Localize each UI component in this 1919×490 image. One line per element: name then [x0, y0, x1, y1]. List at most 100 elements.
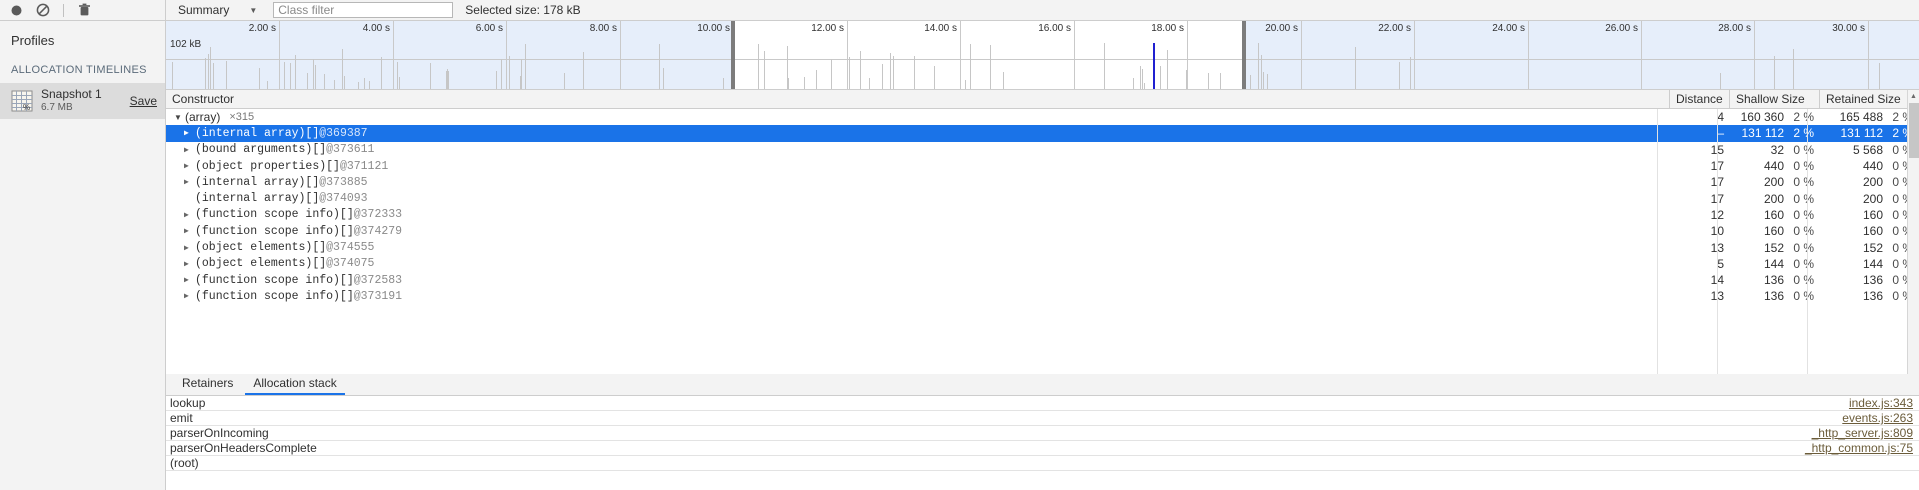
expand-triangle-icon[interactable]: ▶: [184, 210, 189, 220]
view-mode-label: Summary: [178, 3, 230, 17]
toolbar-divider: [63, 3, 64, 17]
table-row[interactable]: ▶ (internal array)[] @373885 17 200 0 % 200 0 …: [166, 174, 1919, 190]
table-row[interactable]: ▼ (array) ×315 4 160 360 2 % 165 488 2 %: [166, 109, 1919, 125]
allocation-stack-row[interactable]: emit events.js:263: [166, 411, 1919, 426]
timeline-gridline: [960, 21, 961, 89]
allocation-stack-row[interactable]: (root): [166, 456, 1919, 471]
timeline-tick-label: 26.00 s: [1605, 23, 1638, 34]
expand-triangle-icon[interactable]: ▶: [184, 162, 189, 172]
stack-source-link[interactable]: index.js:343: [1848, 396, 1913, 410]
expand-triangle-icon[interactable]: ▶: [184, 145, 189, 155]
allocation-bar: [804, 76, 805, 89]
timeline-tick-label: 10.00 s: [697, 23, 730, 34]
scrollbar-thumb[interactable]: [1909, 103, 1919, 158]
tab-retainers[interactable]: Retainers: [182, 376, 234, 390]
object-id: @371121: [339, 159, 389, 173]
bottom-drawer: Retainers Allocation stack lookup index.js…: [0, 374, 1919, 490]
cell-distance: 4: [1670, 110, 1730, 124]
table-row[interactable]: ▶ (function scope info)[] @372333 12 160 0 %…: [166, 207, 1919, 223]
allocation-bar: [1267, 74, 1268, 89]
allocation-bar: [882, 64, 883, 89]
cell-distance-value: 5: [1717, 256, 1724, 271]
table-row[interactable]: ▶ (internal array)[] @369387 – 131 112 2 % 13…: [166, 125, 1919, 142]
cell-shallow-percent: 0 %: [1793, 273, 1814, 288]
record-icon[interactable]: [8, 2, 24, 18]
toolbar-right-group: Summary ▼ Selected size: 178 kB: [166, 0, 1919, 20]
timeline-tick-label: 24.00 s: [1492, 23, 1525, 34]
table-row[interactable]: ▶ (function scope info)[] @373191 13 136 0 %…: [166, 288, 1919, 304]
object-id: @374555: [326, 241, 375, 255]
selection-handle-right[interactable]: [1242, 21, 1246, 89]
table-row[interactable]: (internal array)[] @374093 17 200 0 % 200 0 %: [166, 190, 1919, 206]
timeline-gridline: [1414, 21, 1415, 89]
column-header-distance[interactable]: Distance: [1670, 90, 1730, 108]
expand-triangle-icon[interactable]: ▶: [184, 129, 189, 139]
cell-shallow-size: 32 0 %: [1730, 143, 1820, 157]
tab-allocation-stack[interactable]: Allocation stack: [245, 374, 345, 395]
object-id: @373191: [353, 289, 403, 303]
allocation-bar: [342, 48, 343, 89]
allocation-timeline-overview[interactable]: 2.00 s 4.00 s 6.00 s 8.00 s 10.00 s 12.00 s 14…: [166, 21, 1919, 90]
object-count: ×315: [229, 111, 255, 124]
cell-shallow-size: 136 0 %: [1730, 289, 1820, 303]
allocation-bar: [267, 80, 268, 89]
column-header-shallow-size[interactable]: Shallow Size: [1730, 90, 1820, 108]
allocation-stack-row[interactable]: parserOnHeadersComplete _http_common.js:7…: [166, 441, 1919, 456]
trash-icon[interactable]: [76, 2, 92, 18]
class-filter-input[interactable]: [273, 2, 454, 18]
allocation-bar: [1133, 77, 1134, 89]
timeline-tick-label: 8.00 s: [589, 23, 617, 34]
allocation-bar: [1186, 70, 1187, 89]
allocation-bar: [525, 44, 526, 89]
allocation-bar: [172, 62, 173, 89]
table-row[interactable]: ▶ (function scope info)[] @374279 10 160 0 %…: [166, 223, 1919, 239]
stack-function-name: lookup: [170, 396, 206, 410]
timeline-gridline: [1641, 21, 1642, 89]
column-header-retained-size[interactable]: Retained Size: [1826, 92, 1901, 106]
expand-triangle-icon[interactable]: ▶: [184, 259, 189, 269]
clear-icon[interactable]: [35, 2, 51, 18]
column-header-constructor[interactable]: Constructor: [166, 90, 1670, 108]
expand-triangle-icon[interactable]: ▶: [184, 292, 189, 302]
table-row[interactable]: ▶ (bound arguments)[] @373611 15 32 0 % 5 568…: [166, 142, 1919, 158]
view-mode-select[interactable]: Summary ▼: [174, 3, 261, 17]
selected-size-label: Selected size: 178 kB: [465, 3, 581, 17]
allocation-bar: [1263, 71, 1264, 89]
stack-source-link[interactable]: events.js:263: [1842, 411, 1913, 425]
allocation-bar: [1104, 43, 1105, 89]
sidebar-item-snapshot-1[interactable]: % Snapshot 1 6.7 MB Save: [0, 83, 165, 119]
selection-handle-left[interactable]: [731, 21, 735, 89]
cell-shallow-size: 160 0 %: [1730, 224, 1820, 238]
cell-retained-size-value: 160: [1862, 224, 1883, 239]
cell-shallow-size: 200 0 %: [1730, 192, 1820, 206]
table-row[interactable]: ▶ (function scope info)[] @372583 14 136 0 %…: [166, 272, 1919, 288]
selected-allocation-bar[interactable]: [1153, 43, 1155, 89]
stack-source-link[interactable]: _http_server.js:809: [1811, 426, 1913, 440]
save-snapshot-button[interactable]: Save: [129, 93, 157, 108]
allocation-bar: [1793, 49, 1794, 89]
table-row[interactable]: ▶ (object properties)[] @371121 17 440 0 % 44…: [166, 158, 1919, 174]
cell-retained-size-value: 144: [1862, 256, 1883, 271]
cell-distance-value: 10: [1710, 224, 1724, 239]
snapshot-size: 6.7 MB: [41, 102, 73, 113]
allocation-stack-row[interactable]: lookup index.js:343: [166, 396, 1919, 411]
cell-shallow-size: 440 0 %: [1730, 159, 1820, 173]
stack-source-link[interactable]: _http_common.js:75: [1804, 441, 1913, 455]
grid-vertical-scrollbar[interactable]: ▲: [1907, 90, 1919, 374]
scroll-up-icon[interactable]: ▲: [1910, 92, 1917, 100]
cell-shallow-size-value: 131 112: [1741, 126, 1785, 141]
collapse-triangle-icon[interactable]: ▼: [174, 112, 182, 122]
cell-shallow-size-value: 200: [1763, 175, 1784, 190]
expand-triangle-icon[interactable]: ▶: [184, 276, 189, 286]
expand-triangle-icon[interactable]: ▶: [184, 227, 189, 237]
cell-shallow-percent: 0 %: [1793, 159, 1814, 174]
expand-triangle-icon[interactable]: ▶: [184, 178, 189, 188]
allocation-bar: [324, 73, 325, 89]
allocation-bar: [501, 59, 502, 89]
table-row[interactable]: ▶ (object elements)[] @374075 5 144 0 % 144 0 …: [166, 256, 1919, 272]
allocation-stack-row[interactable]: parserOnIncoming _http_server.js:809: [166, 426, 1919, 441]
expand-triangle-icon[interactable]: ▶: [184, 243, 189, 253]
allocation-bar: [663, 67, 664, 89]
allocation-stack-list: lookup index.js:343 emit events.js:263 parse…: [166, 396, 1919, 490]
table-row[interactable]: ▶ (object elements)[] @374555 13 152 0 % 152 0…: [166, 239, 1919, 255]
